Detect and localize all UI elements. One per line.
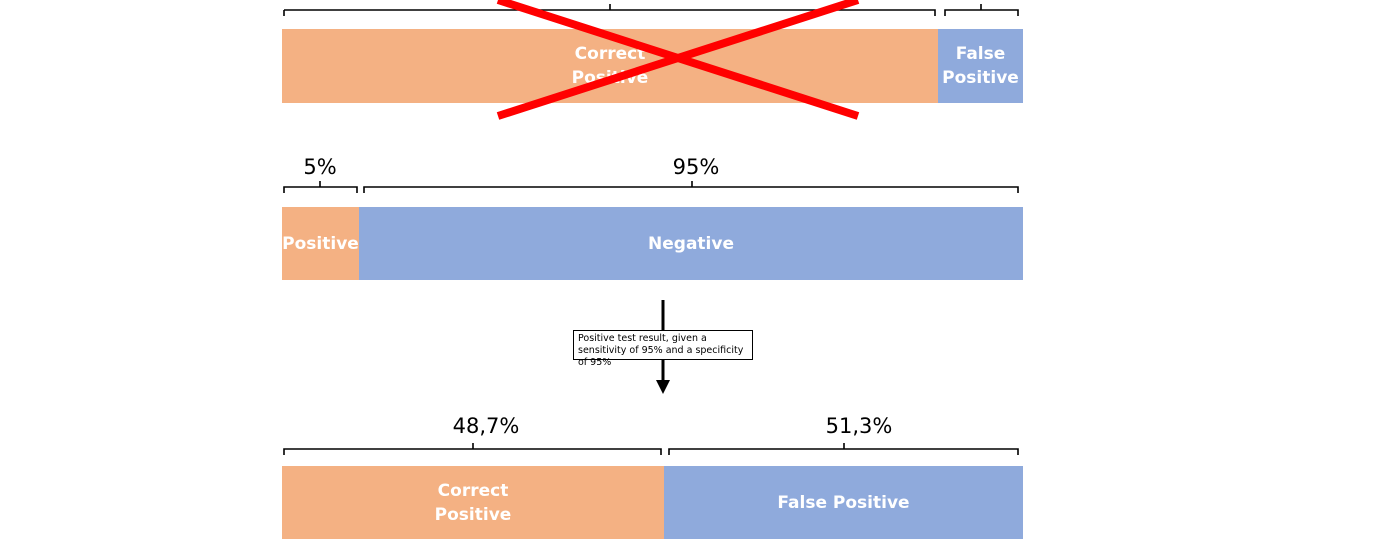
bottom-brace-false [668,443,1019,455]
middle-negative-label: Negative [648,233,734,254]
top-correct-positive-bar: Correct Positive [282,29,938,103]
bottom-false-positive-percent: 51,3% [825,414,893,438]
top-brace-right [944,4,1019,16]
arrow-caption-text: Positive test result, given a sensitivit… [578,333,744,368]
bottom-false-positive-bar: False Positive [664,466,1023,539]
middle-negative-percent: 95% [672,155,720,179]
bottom-correct-positive-label: Correct Positive [434,480,512,525]
middle-positive-bar: Positive [282,207,359,280]
down-arrow-head [656,380,670,394]
middle-positive-label: Positive [282,233,359,254]
bottom-correct-positive-percent: 48,7% [452,414,520,438]
bottom-correct-positive-bar: Correct Positive [282,466,664,539]
bottom-brace-correct [283,443,662,455]
middle-brace-positive [283,181,358,193]
middle-positive-percent: 5% [303,155,337,179]
arrow-caption-box: Positive test result, given a sensitivit… [573,330,753,368]
bottom-false-positive-label: False Positive [777,492,910,513]
middle-negative-bar: Negative [359,207,1023,280]
middle-brace-negative [363,181,1019,193]
top-brace-left [283,4,936,16]
top-false-positive-bar: False Positive [938,29,1023,103]
top-false-positive-label: False Positive [942,44,1019,88]
top-correct-positive-label: Correct Positive [571,44,649,88]
